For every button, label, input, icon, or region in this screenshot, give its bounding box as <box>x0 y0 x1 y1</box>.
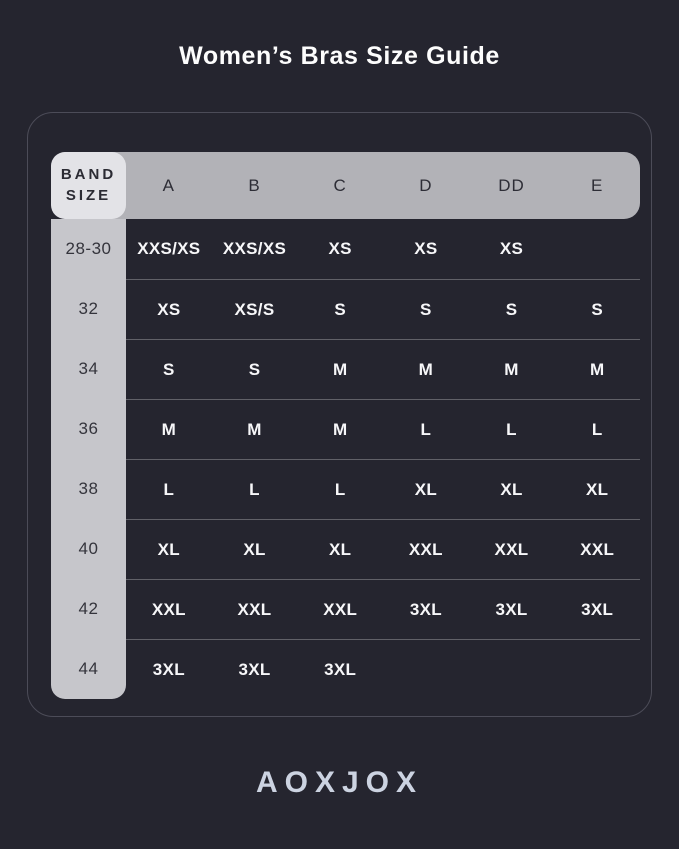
column-headers: A B C D DD E <box>126 152 640 219</box>
size-value: XXL <box>237 599 272 619</box>
size-value: XXS/XS <box>137 239 201 258</box>
size-value: 3XL <box>495 599 528 619</box>
size-value: M <box>418 359 434 379</box>
band-size-cell: 34 <box>51 339 126 399</box>
size-value <box>469 640 555 699</box>
size-value: L <box>591 419 603 439</box>
column-header-a: A <box>162 175 175 195</box>
header-pill-background <box>51 152 640 219</box>
size-guide-table: BAND SIZE A B C D DD E 28-30 XXS/XS XXS/… <box>51 152 640 699</box>
table-row: 36 M M M L L L <box>51 399 640 459</box>
size-value: XS <box>157 299 181 319</box>
column-header-c: C <box>333 175 347 195</box>
size-value <box>554 219 640 279</box>
size-value: XL <box>243 539 266 559</box>
size-value <box>554 640 640 699</box>
size-value: L <box>506 419 517 439</box>
band-size-cell: 40 <box>51 519 126 579</box>
size-value: S <box>505 299 518 319</box>
size-value: L <box>249 479 260 499</box>
size-value: S <box>591 299 604 319</box>
column-header-d: D <box>419 175 433 195</box>
table-row: 38 L L L XL XL XL <box>51 459 640 519</box>
table-row: 42 XXL XXL XXL 3XL 3XL 3XL <box>51 579 640 639</box>
size-value: 3XL <box>581 599 614 619</box>
size-value: XL <box>329 539 352 559</box>
size-value: L <box>334 479 346 499</box>
size-value: XXL <box>494 539 529 559</box>
size-value: XS <box>328 239 352 258</box>
size-value: S <box>248 359 261 379</box>
band-size-corner-header: BAND SIZE <box>51 152 126 219</box>
corner-header-line2: SIZE <box>65 186 112 204</box>
size-value: M <box>161 419 177 439</box>
size-value: M <box>332 359 348 379</box>
size-value: S <box>334 299 346 319</box>
size-value: M <box>332 419 348 439</box>
band-size-cell: 36 <box>51 399 126 459</box>
size-value: 3XL <box>409 599 442 619</box>
band-size-cell: 28-30 <box>51 219 126 279</box>
size-value: 3XL <box>152 659 185 679</box>
table-row: 32 XS XS/S S S S S <box>51 279 640 339</box>
size-value: XL <box>414 479 438 499</box>
column-header-b: B <box>248 175 261 195</box>
size-value: S <box>420 299 432 319</box>
size-value: XS/S <box>234 299 275 319</box>
band-size-cell: 42 <box>51 579 126 639</box>
band-size-cell: 32 <box>51 279 126 339</box>
size-value: M <box>247 419 262 439</box>
size-value <box>383 640 469 699</box>
size-value: 3XL <box>238 659 271 679</box>
brand-logo: AOXJOX <box>255 766 424 799</box>
size-value: L <box>420 419 432 439</box>
column-header-dd: DD <box>498 175 525 195</box>
size-value: L <box>163 479 175 499</box>
table-row: 34 S S M M M M <box>51 339 640 399</box>
page-title: Women’s Bras Size Guide <box>179 42 500 70</box>
size-value: XXL <box>323 599 358 619</box>
column-header-e: E <box>591 175 604 195</box>
band-size-cell: 38 <box>51 459 126 519</box>
size-value: XL <box>157 539 180 559</box>
size-value: XL <box>586 479 609 499</box>
size-value: XL <box>500 479 523 499</box>
size-value: M <box>589 359 605 379</box>
size-guide-card: BAND SIZE A B C D DD E 28-30 XXS/XS XXS/… <box>27 112 652 717</box>
corner-header-line1: BAND <box>60 166 117 184</box>
table-row: 40 XL XL XL XXL XXL XXL <box>51 519 640 579</box>
size-value: XXL <box>580 539 615 559</box>
table-row: 28-30 XXS/XS XXS/XS XS XS XS <box>51 219 640 279</box>
size-value: S <box>163 359 175 379</box>
table-row: 44 3XL 3XL 3XL <box>51 639 640 699</box>
size-value: XXS/XS <box>222 239 287 258</box>
table-header-row: BAND SIZE A B C D DD E <box>51 152 640 219</box>
size-value: 3XL <box>324 659 357 679</box>
size-value: XXL <box>151 599 186 619</box>
size-value: XS <box>499 239 524 258</box>
band-size-cell: 44 <box>51 639 126 699</box>
size-value: M <box>504 359 519 379</box>
size-value: XS <box>414 239 438 258</box>
size-value: XXL <box>408 539 443 559</box>
